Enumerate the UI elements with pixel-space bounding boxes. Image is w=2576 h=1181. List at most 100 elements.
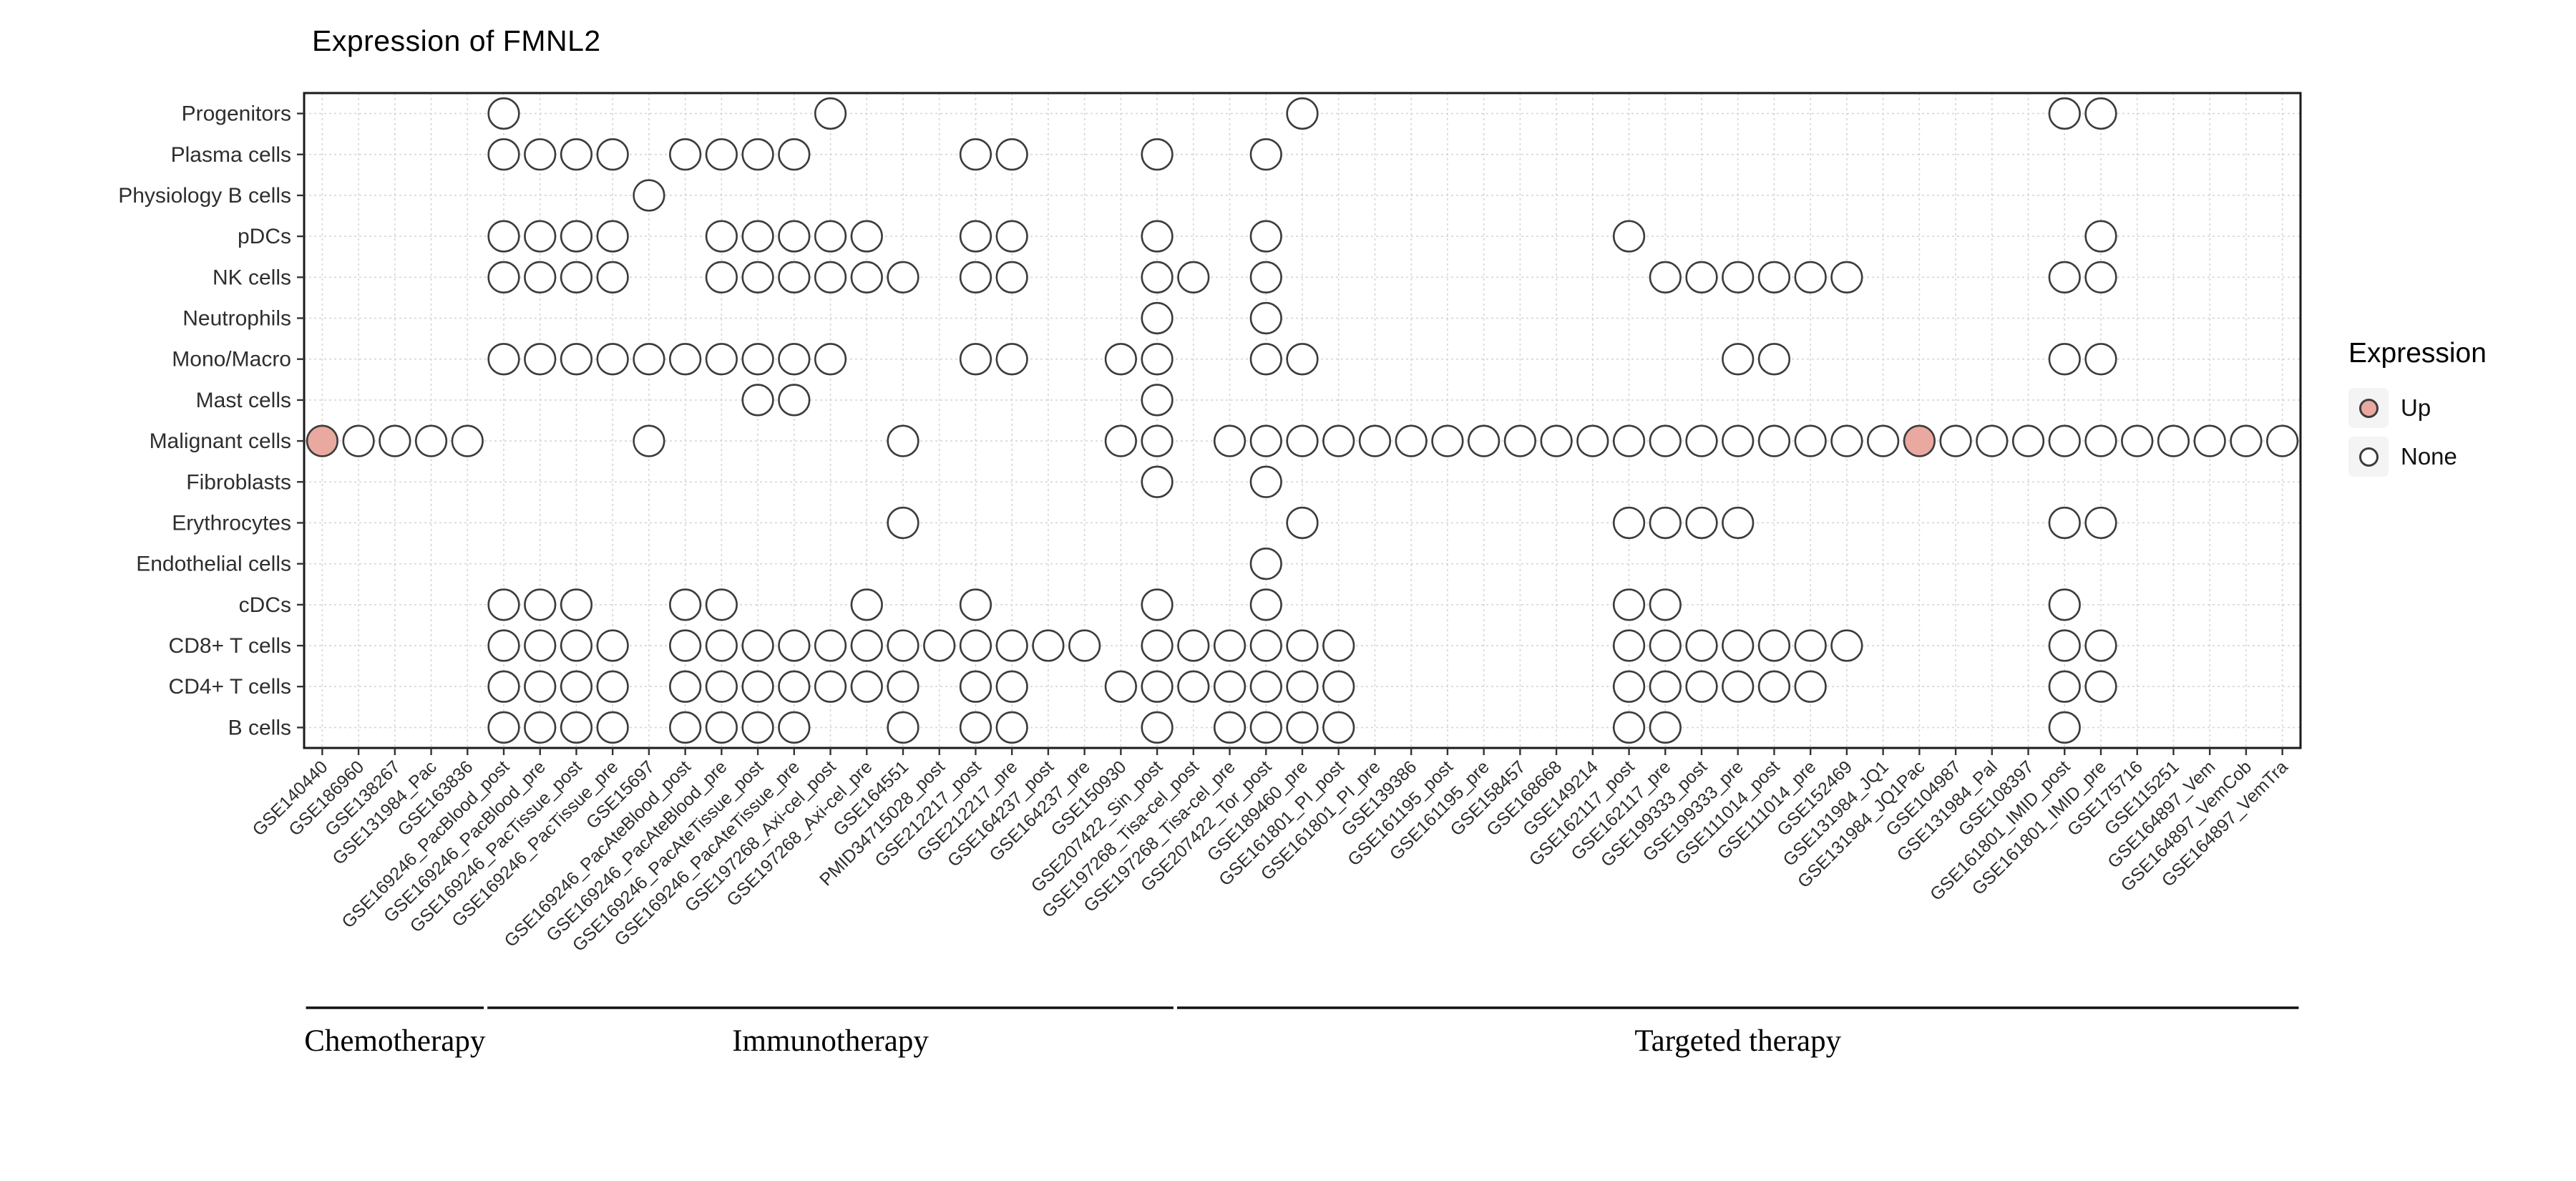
expression-dot xyxy=(995,670,1028,703)
expression-dot xyxy=(1249,711,1282,744)
expression-dot xyxy=(887,670,919,703)
row-label: NK cells xyxy=(213,266,291,289)
row-label: Physiology B cells xyxy=(118,184,291,208)
expression-dot xyxy=(1830,261,1863,293)
expression-dot xyxy=(1649,670,1682,703)
expression-dot xyxy=(487,138,520,171)
row-label: Mono/Macro xyxy=(172,348,291,371)
expression-dot xyxy=(778,343,811,376)
expression-dot xyxy=(1722,424,1755,457)
expression-dot xyxy=(1939,424,1972,457)
expression-dot xyxy=(1249,343,1282,376)
expression-dot xyxy=(1867,424,1900,457)
expression-dot xyxy=(669,588,702,621)
expression-dot xyxy=(741,343,774,376)
expression-dot xyxy=(2048,629,2081,662)
expression-dot xyxy=(814,343,847,376)
expression-dot xyxy=(705,220,738,253)
expression-dot xyxy=(959,629,992,662)
expression-dot xyxy=(741,261,774,293)
expression-dot xyxy=(2084,506,2117,540)
expression-dot xyxy=(959,670,992,703)
expression-dot xyxy=(2157,424,2190,457)
expression-dot xyxy=(850,629,883,662)
expression-dot xyxy=(741,629,774,662)
row-label: Endothelial cells xyxy=(136,553,291,576)
expression-dot xyxy=(524,711,557,744)
expression-dot xyxy=(705,670,738,703)
expression-dot xyxy=(705,629,738,662)
row-label: B cells xyxy=(228,716,291,739)
expression-dot xyxy=(1757,261,1791,293)
expression-dot xyxy=(705,343,738,376)
expression-dot xyxy=(1685,261,1718,293)
expression-dot xyxy=(1286,424,1319,457)
expression-dot xyxy=(923,629,956,662)
expression-dot xyxy=(705,711,738,744)
row-label: pDCs xyxy=(238,225,291,248)
expression-dot xyxy=(741,670,774,703)
expression-dot xyxy=(2084,220,2117,253)
expression-dot xyxy=(995,711,1028,744)
expression-dot xyxy=(887,629,919,662)
expression-dot xyxy=(1141,465,1174,498)
expression-dot xyxy=(560,670,593,703)
row-label: Mast cells xyxy=(196,389,291,412)
expression-dot xyxy=(887,424,919,457)
expression-dot xyxy=(1286,711,1319,744)
expression-dot xyxy=(959,588,992,621)
expression-dot xyxy=(1177,670,1210,703)
expression-dot xyxy=(1794,629,1827,662)
expression-dot xyxy=(778,261,811,293)
expression-dot xyxy=(1141,220,1174,253)
expression-dot xyxy=(741,220,774,253)
expression-dot xyxy=(2048,670,2081,703)
expression-dot xyxy=(1032,629,1065,662)
expression-dot xyxy=(959,261,992,293)
expression-dot xyxy=(2230,424,2263,457)
expression-dot xyxy=(1322,711,1355,744)
group-label: Targeted therapy xyxy=(1634,1024,1841,1058)
expression-dot xyxy=(524,220,557,253)
expression-dot xyxy=(1286,629,1319,662)
expression-dot xyxy=(1794,670,1827,703)
none-dot-icon xyxy=(2358,447,2379,467)
expression-dot xyxy=(1249,220,1282,253)
expression-dot xyxy=(959,138,992,171)
expression-dot xyxy=(1757,343,1791,376)
expression-dot xyxy=(1322,629,1355,662)
expression-dot xyxy=(2048,588,2081,621)
legend-label-none: None xyxy=(2401,443,2457,470)
expression-dot xyxy=(1141,629,1174,662)
expression-dot xyxy=(1612,220,1646,253)
expression-dot xyxy=(596,138,629,171)
row-label: Malignant cells xyxy=(150,429,291,453)
expression-dot xyxy=(1249,465,1282,498)
expression-dot xyxy=(487,629,520,662)
expression-dot xyxy=(814,629,847,662)
expression-dot xyxy=(1649,588,1682,621)
expression-dot xyxy=(596,711,629,744)
expression-dot xyxy=(487,220,520,253)
row-label: CD4+ T cells xyxy=(169,675,291,699)
expression-dot xyxy=(995,261,1028,293)
expression-dot xyxy=(741,711,774,744)
expression-dot xyxy=(1612,424,1646,457)
legend-title: Expression xyxy=(2348,338,2487,369)
expression-dot xyxy=(1104,424,1137,457)
expression-dot xyxy=(1685,424,1718,457)
expression-dot xyxy=(2084,261,2117,293)
expression-dot xyxy=(1612,711,1646,744)
expression-dot xyxy=(524,343,557,376)
expression-dot xyxy=(1322,670,1355,703)
expression-dot xyxy=(1249,588,1282,621)
expression-dot xyxy=(1104,343,1137,376)
expression-legend: Expression Up None xyxy=(2348,338,2487,485)
expression-dot xyxy=(379,424,411,457)
legend-label-up: Up xyxy=(2401,394,2431,421)
expression-dot xyxy=(1612,670,1646,703)
row-label: Fibroblasts xyxy=(186,470,291,494)
expression-dot xyxy=(814,97,847,130)
expression-dot xyxy=(560,711,593,744)
expression-dot xyxy=(524,670,557,703)
